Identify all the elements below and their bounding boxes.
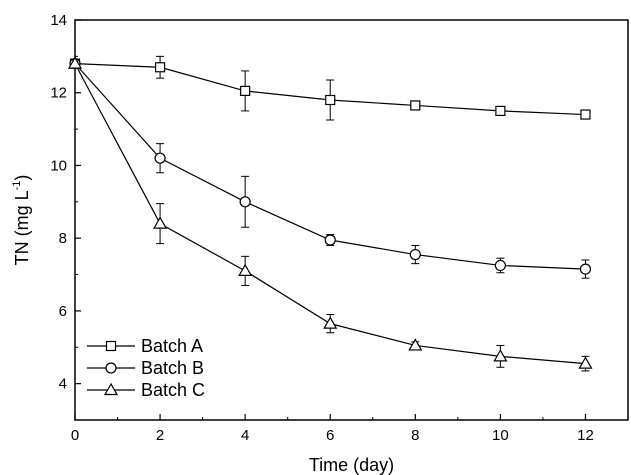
y-tick-label: 14 [50,12,67,29]
x-tick-label: 8 [411,427,419,444]
y-tick-label: 8 [59,230,67,247]
y-tick-label: 6 [59,303,67,320]
legend-item: Batch A [87,336,203,356]
x-tick-label: 6 [326,427,334,444]
y-axis-title-superscript: -1 [11,181,23,191]
y-tick-label: 4 [59,376,67,393]
data-point [409,248,421,261]
x-axis: 0 2 4 6 8 10 12 [71,414,629,444]
data-point [408,338,423,351]
x-tick-label: 10 [492,427,509,444]
legend-label: Batch B [141,358,204,378]
data-point [67,56,83,69]
legend-marker [103,382,119,396]
series-batch-a [69,55,591,121]
x-axis-title: Time (day) [309,455,394,475]
data-point [325,94,336,106]
y-axis-title: TN (mg L-1) [11,175,32,266]
y-axis-title-close: ) [12,175,32,181]
legend-label: Batch A [141,336,203,356]
data-point [494,259,506,272]
data-point [578,356,593,369]
data-point [579,263,592,275]
data-point [493,349,508,362]
series-batch-c [67,56,593,372]
y-tick-label: 12 [50,85,67,102]
data-point [154,62,166,73]
data-point [323,316,338,329]
x-tick-label: 2 [156,427,164,444]
data-point [238,263,253,277]
data-point [153,216,168,229]
data-point [154,152,166,164]
data-point [240,85,251,97]
legend-item: Batch C [87,380,205,400]
data-point [580,109,591,120]
legend-marker [105,340,117,352]
data-point [410,100,421,111]
y-tick-label: 10 [50,157,67,174]
plot-area [74,19,629,421]
series-layer [67,55,593,372]
data-point [495,105,506,117]
x-tick-label: 4 [241,427,249,444]
y-axis-title-main: TN (mg L [12,190,32,265]
legend-label: Batch C [141,380,205,400]
data-point [239,196,251,208]
legend-marker [105,362,117,374]
legend-item: Batch B [87,358,204,378]
plot-frame [74,19,629,421]
x-tick-label: 0 [71,427,79,444]
x-tick-label: 12 [577,427,594,444]
data-point [324,234,336,246]
y-axis: 4 6 8 10 12 14 [50,12,81,421]
